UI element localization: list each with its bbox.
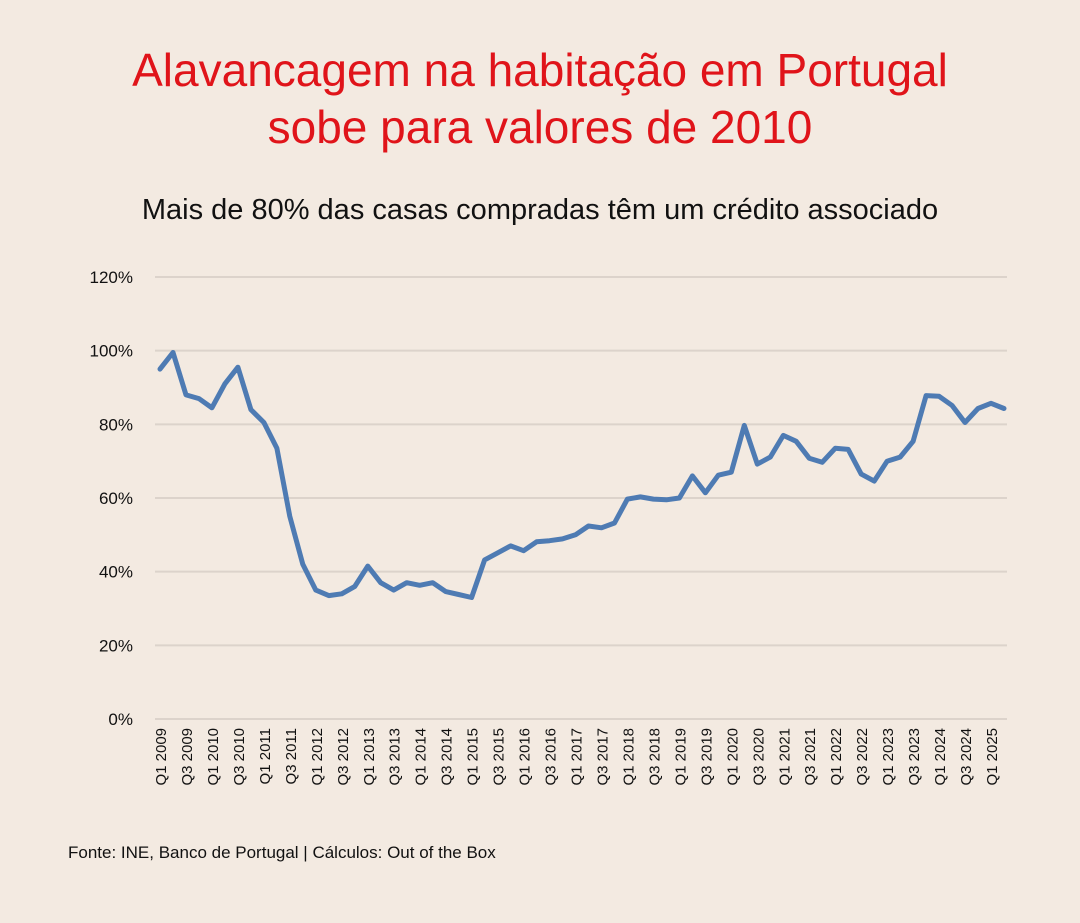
x-tick-label: Q3 2018 — [646, 728, 663, 786]
series-line — [157, 350, 1007, 600]
source-note: Fonte: INE, Banco de Portugal | Cálculos… — [68, 843, 496, 862]
y-tick-label: 60% — [99, 489, 133, 508]
x-tick-label: Q1 2016 — [517, 728, 534, 786]
y-tick-label: 100% — [90, 342, 133, 361]
series-group — [157, 350, 1007, 600]
x-tick-label: Q1 2025 — [984, 728, 1001, 786]
x-tick-label: Q1 2019 — [672, 728, 689, 786]
x-tick-label: Q3 2021 — [802, 728, 819, 786]
x-tick-label: Q3 2024 — [958, 728, 975, 786]
y-tick-label: 120% — [90, 268, 133, 287]
x-tick-label: Q3 2013 — [387, 728, 404, 786]
x-tick-label: Q3 2022 — [854, 728, 871, 786]
chart-title-line-1: Alavancagem na habitação em Portugal — [132, 44, 948, 96]
gridlines — [155, 276, 1007, 720]
x-tick-label: Q1 2017 — [569, 728, 586, 786]
x-tick-label: Q1 2010 — [205, 728, 222, 786]
chart-subtitle: Mais de 80% das casas compradas têm um c… — [141, 194, 939, 226]
x-tick-label: Q1 2022 — [828, 728, 845, 786]
x-tick-label: Q3 2019 — [698, 728, 715, 786]
x-tick-label: Q3 2011 — [283, 728, 300, 784]
x-tick-label: Q1 2009 — [153, 728, 170, 786]
y-tick-label: 80% — [99, 415, 133, 434]
x-tick-label: Q3 2012 — [335, 728, 352, 786]
x-tick-label: Q3 2010 — [231, 728, 248, 786]
x-tick-label: Q3 2020 — [750, 728, 767, 786]
x-tick-label: Q1 2024 — [932, 728, 949, 786]
x-tick-label: Q1 2014 — [413, 728, 430, 786]
x-tick-label: Q1 2015 — [465, 728, 482, 786]
x-tick-label: Q3 2015 — [491, 728, 508, 786]
y-tick-label: 0% — [108, 710, 133, 729]
x-tick-label: Q1 2012 — [309, 728, 326, 786]
x-tick-label: Q1 2021 — [776, 728, 793, 786]
chart-title: Alavancagem na habitação em Portugal sob… — [0, 42, 1080, 156]
x-tick-label: Q1 2023 — [880, 728, 897, 786]
y-axis-ticks: 0% 20% 40% 60% 80% 100% 120% — [90, 268, 133, 729]
x-tick-label: Q1 2018 — [620, 728, 637, 786]
x-tick-label: Q1 2011 — [257, 728, 274, 784]
y-tick-label: 40% — [99, 563, 133, 582]
x-tick-label: Q3 2014 — [439, 728, 456, 786]
x-tick-label: Q3 2009 — [179, 728, 196, 786]
chart-title-line-2: sobe para valores de 2010 — [267, 101, 813, 153]
x-tick-label: Q1 2013 — [361, 728, 378, 786]
y-tick-label: 20% — [99, 636, 133, 655]
x-tick-label: Q3 2016 — [543, 728, 560, 786]
x-tick-label: Q3 2017 — [594, 728, 611, 786]
x-tick-label: Q3 2023 — [906, 728, 923, 786]
x-axis-ticks: Q1 2009 Q3 2009 Q1 2010 Q3 2010 Q1 2011 Q3 20… — [153, 728, 1001, 786]
x-tick-label: Q1 2020 — [724, 728, 741, 786]
